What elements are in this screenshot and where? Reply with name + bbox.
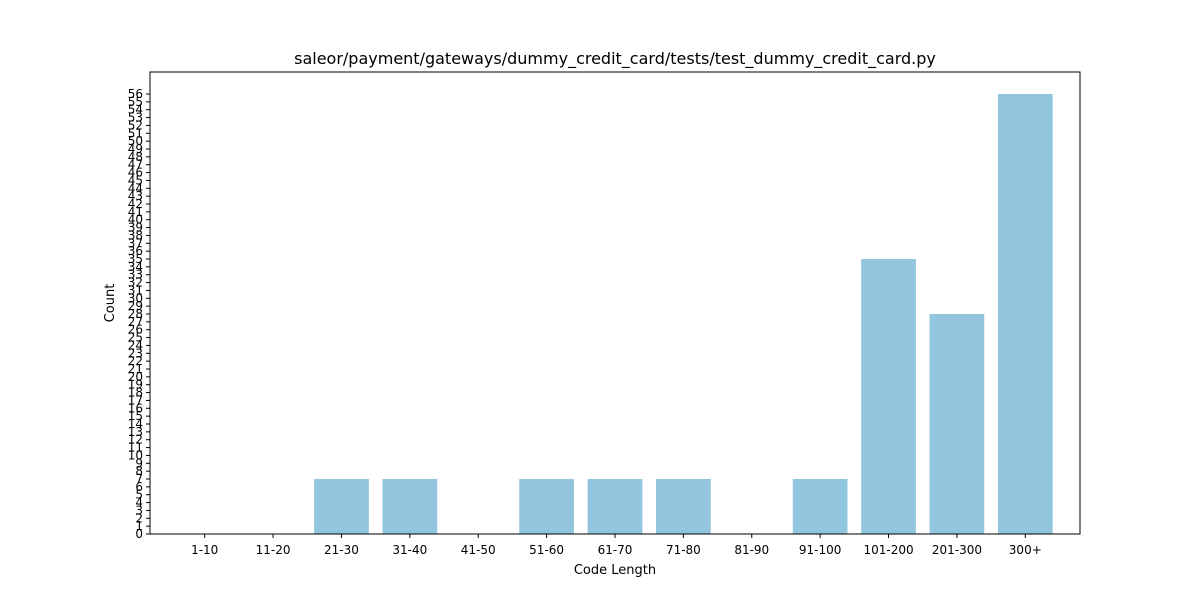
- y-tick-label: 29: [128, 299, 143, 313]
- bar-51-60: [519, 479, 574, 534]
- bars-layer: [314, 94, 1053, 534]
- y-tick-label: 26: [128, 323, 143, 337]
- x-tick-label: 51-60: [529, 543, 564, 557]
- y-tick-label: 3: [135, 503, 143, 517]
- y-tick-label: 53: [128, 111, 143, 125]
- x-tick-label: 300+: [1009, 543, 1042, 557]
- y-tick-label: 7: [135, 472, 143, 486]
- y-tick-label: 38: [128, 228, 143, 242]
- y-tick-label: 45: [128, 173, 143, 187]
- x-tick-label: 101-200: [863, 543, 913, 557]
- y-tick-label: 51: [128, 126, 143, 140]
- y-tick-label: 22: [128, 354, 143, 368]
- y-tick-label: 2: [135, 511, 143, 525]
- x-tick-label: 21-30: [324, 543, 359, 557]
- y-tick-label: 28: [128, 307, 143, 321]
- y-axis: 0123456789101112131415161718192021222324…: [128, 87, 150, 541]
- y-tick-label: 30: [128, 291, 143, 305]
- y-tick-label: 6: [135, 480, 143, 494]
- y-tick-label: 19: [128, 378, 143, 392]
- x-tick-label: 201-300: [932, 543, 982, 557]
- x-tick-label: 61-70: [598, 543, 633, 557]
- y-tick-label: 1: [135, 519, 143, 533]
- y-tick-label: 34: [128, 260, 143, 274]
- y-tick-label: 37: [128, 236, 143, 250]
- y-tick-label: 46: [128, 166, 143, 180]
- y-tick-label: 33: [128, 268, 143, 282]
- x-tick-label: 31-40: [392, 543, 427, 557]
- bar-61-70: [587, 479, 643, 534]
- y-tick-label: 36: [128, 244, 143, 258]
- y-tick-label: 27: [128, 315, 143, 329]
- y-tick-label: 13: [128, 425, 143, 439]
- y-tick-label: 54: [128, 103, 143, 117]
- y-tick-label: 42: [128, 197, 143, 211]
- x-axis-label: Code Length: [574, 563, 656, 578]
- bar-300+: [997, 94, 1053, 534]
- y-tick-label: 4: [135, 496, 143, 510]
- x-axis: 1-10 11-20 21-30 31-40 41-50 51-60 61-70 71-80 8…: [191, 534, 1042, 557]
- y-tick-label: 20: [128, 370, 143, 384]
- y-tick-label: 18: [128, 386, 143, 400]
- y-tick-label: 55: [128, 95, 143, 109]
- x-tick-label: 81-90: [734, 543, 769, 557]
- y-tick-label: 15: [128, 409, 143, 423]
- y-tick-label: 35: [128, 252, 143, 266]
- y-tick-label: 49: [128, 142, 143, 156]
- bar-201-300: [929, 314, 985, 534]
- x-tick-label: 41-50: [461, 543, 496, 557]
- y-tick-label: 10: [128, 448, 143, 462]
- bar-21-30: [314, 479, 369, 534]
- y-tick-label: 47: [128, 158, 143, 172]
- x-tick-label: 11-20: [256, 543, 291, 557]
- y-tick-label: 56: [128, 87, 143, 101]
- y-tick-label: 5: [135, 488, 143, 502]
- y-tick-label: 16: [128, 401, 143, 415]
- y-tick-label: 12: [128, 433, 143, 447]
- bar-101-200: [861, 259, 916, 534]
- y-tick-label: 25: [128, 331, 143, 345]
- y-tick-label: 0: [135, 527, 143, 541]
- chart-title: saleor/payment/gateways/dummy_credit_car…: [294, 49, 936, 69]
- y-tick-label: 41: [128, 205, 143, 219]
- y-tick-label: 9: [135, 456, 143, 470]
- x-tick-label: 91-100: [799, 543, 842, 557]
- y-tick-label: 43: [128, 189, 143, 203]
- bar-71-80: [656, 479, 711, 534]
- y-tick-label: 31: [128, 283, 143, 297]
- y-tick-label: 48: [128, 150, 143, 164]
- bar-31-40: [382, 479, 438, 534]
- y-axis-label: Count: [103, 284, 118, 323]
- y-tick-label: 32: [128, 276, 143, 290]
- y-tick-label: 50: [128, 134, 143, 148]
- y-tick-label: 17: [128, 393, 143, 407]
- bar-91-100: [792, 479, 848, 534]
- y-tick-label: 40: [128, 213, 143, 227]
- y-tick-label: 39: [128, 221, 143, 235]
- y-tick-label: 44: [128, 181, 143, 195]
- y-tick-label: 21: [128, 362, 143, 376]
- y-tick-label: 11: [128, 441, 143, 455]
- y-tick-label: 14: [128, 417, 143, 431]
- y-tick-label: 52: [128, 118, 143, 132]
- y-tick-label: 24: [128, 338, 143, 352]
- y-tick-label: 8: [135, 464, 143, 478]
- x-tick-label: 1-10: [191, 543, 218, 557]
- y-tick-label: 23: [128, 346, 143, 360]
- x-tick-label: 71-80: [666, 543, 701, 557]
